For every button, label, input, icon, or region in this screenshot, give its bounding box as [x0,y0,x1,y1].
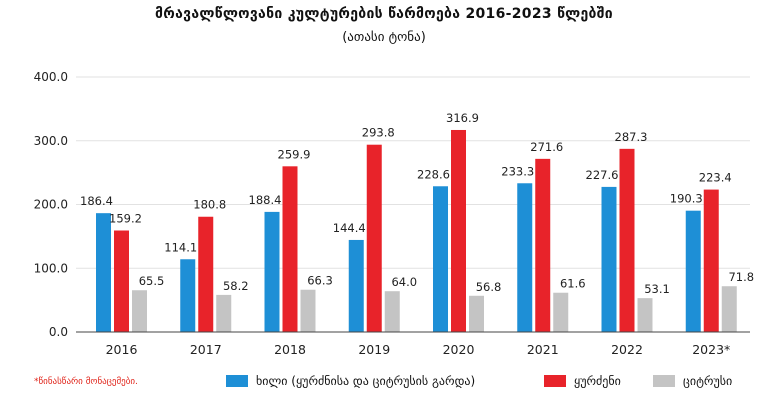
legend-swatch-fruit [226,375,248,387]
bar [216,294,232,332]
legend-swatch-grapes [544,375,566,387]
data-label: 316.9 [446,111,479,125]
data-label: 227.6 [586,168,619,182]
footnote: *წინასწარი მონაცემები. [34,377,138,387]
bar [264,211,280,332]
bar [601,186,617,332]
y-tick-label: 100.0 [34,261,68,275]
legend-label-citrus: ციტრუსი [683,374,733,388]
data-label: 190.3 [670,192,703,206]
data-label: 188.4 [249,193,282,207]
bars [96,129,737,332]
x-tick-label: 2022 [611,342,643,357]
bar [300,289,316,332]
legend-item-grapes: ყურძენი [544,374,621,388]
data-label: 233.3 [501,164,534,178]
legend-label-grapes: ყურძენი [574,374,621,388]
data-label: 186.4 [80,194,113,208]
x-axis: 2016 2017 2018 2019 2020 2021 2022 2023* [106,342,731,357]
legend-label-fruit: ხილი (ყურძნისა და ციტრუსის გარდა) [256,374,476,388]
bar [637,298,653,332]
chart-subtitle: (ათასი ტონა) [342,30,426,45]
y-tick-label: 300.0 [34,134,68,148]
data-label: 53.1 [644,282,670,296]
bar [384,291,400,332]
y-tick-label: 200.0 [34,198,68,212]
bar [535,158,551,332]
bar [282,166,298,332]
data-label: 293.8 [362,126,395,140]
x-tick-label: 2016 [106,342,138,357]
bar [180,259,196,332]
data-label: 61.6 [560,277,586,291]
x-tick-label: 2019 [358,342,390,357]
x-tick-label: 2018 [274,342,306,357]
data-label: 71.8 [728,270,754,284]
data-label: 159.2 [109,212,142,226]
y-axis: 0.0 100.0 200.0 300.0 400.0 [34,70,750,339]
bar [721,286,737,332]
data-labels: 186.4 159.2 65.5 114.1 180.8 58.2 188.4 259.9 66… [80,111,754,296]
bar [451,129,466,332]
data-label: 223.4 [699,171,732,185]
bar [132,290,147,332]
bar [685,210,701,332]
x-tick-label: 2017 [190,342,222,357]
bar [433,186,448,332]
bar [366,144,382,332]
data-label: 65.5 [139,274,165,288]
bar [553,292,569,332]
legend-item-fruit: ხილი (ყურძნისა და ციტრუსის გარდა) [226,374,475,388]
x-tick-label: 2021 [527,342,559,357]
data-label: 271.6 [530,140,563,154]
bar [96,213,111,332]
x-tick-label: 2020 [443,342,475,357]
data-label: 259.9 [278,147,311,161]
data-label: 144.4 [333,221,366,235]
bar [619,148,635,332]
data-label: 114.1 [164,240,197,254]
data-label: 56.8 [476,280,502,294]
data-label: 58.2 [223,279,249,293]
bar [469,295,484,332]
y-tick-label: 0.0 [49,325,68,339]
data-label: 66.3 [307,274,333,288]
data-label: 287.3 [615,130,648,144]
data-label: 228.6 [417,167,450,181]
bar [703,189,719,332]
chart-title: მრავალწლოვანი კულტურების წარმოება 2016-2… [155,6,613,22]
bar [517,183,533,332]
bar [114,230,129,332]
legend-item-citrus: ციტრუსი [653,374,732,388]
data-label: 64.0 [391,275,417,289]
y-tick-label: 400.0 [34,70,68,84]
x-tick-label: 2023* [692,342,730,357]
legend-swatch-citrus [653,375,675,387]
data-label: 180.8 [193,198,226,212]
bar [198,216,214,332]
bar [348,239,364,332]
